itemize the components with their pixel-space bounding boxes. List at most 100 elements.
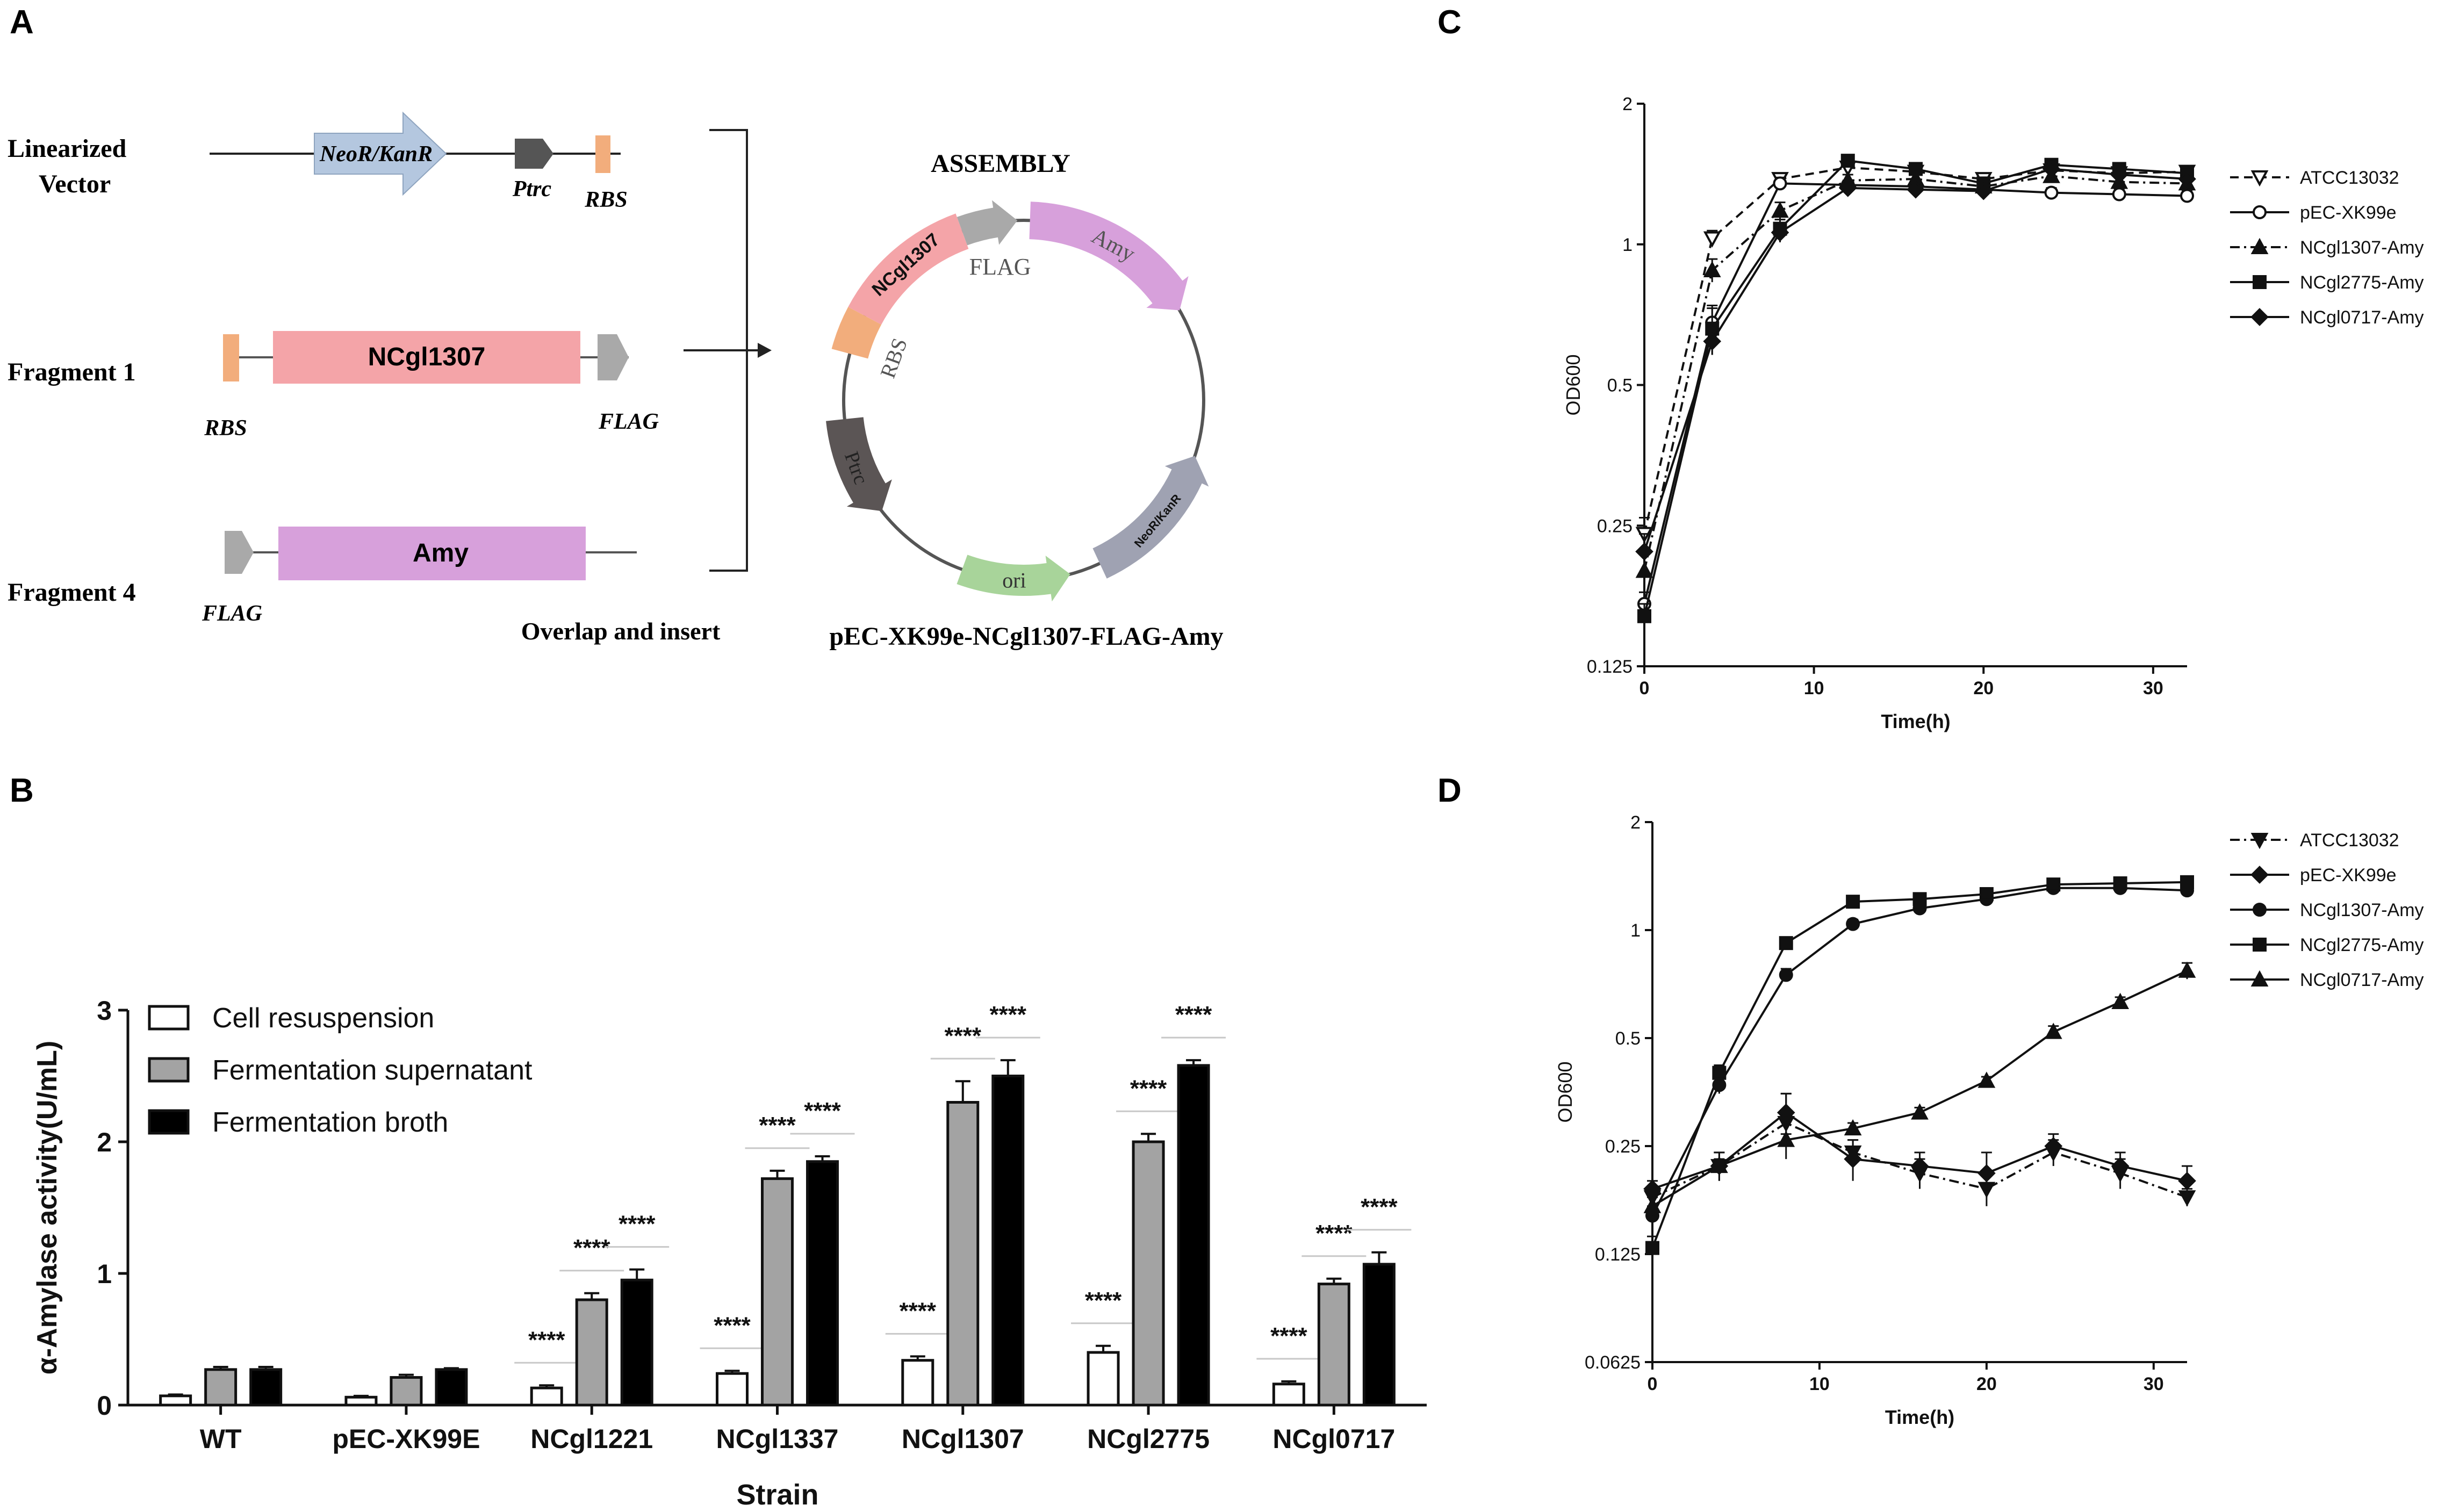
fragment4-gene-label: Amy [413,539,469,567]
data-point-ncgl0717-amy [1844,1119,1862,1136]
b-significance-label: **** [1085,1287,1122,1314]
y-tick-label: 0.125 [1595,1244,1641,1265]
x-tick-label: 0 [1639,678,1650,699]
b-y-tick-label: 2 [97,1127,112,1157]
data-point-ncgl2775-amy [1712,1065,1727,1080]
data-point-ncgl0717-amy [1907,180,1925,199]
data-point-ncgl0717-amy [2044,1023,2062,1039]
b-significance-label: **** [804,1098,841,1124]
data-point-pec-xk99e [2112,187,2126,201]
legend-label: NCgl0717-Amy [2300,970,2424,990]
y-tick-label: 0.25 [1605,1136,1641,1157]
y-tick-label: 0.25 [1597,516,1633,536]
legend-marker [2250,833,2269,849]
b-bar-fermentation-broth [435,1368,468,1407]
b-bar-cell-resuspension [159,1394,192,1407]
y-tick-label: 0.5 [1615,1028,1641,1049]
b-bar-fermentation-broth [806,1160,839,1407]
b-category-label: WT [200,1424,242,1454]
fragment1-ncgl1307 [273,331,580,384]
data-point-ncgl0717-amy [1710,1156,1728,1173]
fragment4-flag [225,531,254,574]
legend-marker [2250,970,2269,987]
y-tick-label: 0.5 [1607,376,1633,396]
x-tick-label: 20 [1973,678,1994,699]
fragment1-rbs [223,334,239,381]
ptrc-label: Ptrc [512,177,552,201]
x-tick-label: 0 [1648,1374,1658,1394]
legend-marker [2253,903,2267,917]
neo-kan-label: NeoR/KanR [319,142,433,167]
plasmid-amy [1029,201,1189,311]
plasmid-ptrc [826,417,892,512]
data-point-pec-xk99e [2180,189,2194,203]
data-point-ncgl0717-amy [2110,165,2128,184]
data-point-ncgl1307-amy [1703,261,1721,278]
b-bar-fermentation-broth [249,1368,283,1407]
x-tick-label: 30 [2143,678,2163,699]
y-tick-label: 2 [1630,812,1641,833]
b-significance-label: **** [1270,1323,1307,1349]
data-point-ncgl0717-amy [1838,179,1857,197]
b-y-tick-label: 3 [97,996,112,1026]
b-legend-label: Cell resuspension [212,1003,434,1034]
b-legend-label: Fermentation broth [212,1107,448,1138]
data-point-pec-xk99e [1977,1164,1996,1183]
panel-letter-c: C [1437,4,1462,41]
b-significance-label: **** [1361,1194,1398,1220]
b-legend-swatch [148,1109,190,1135]
vector-label-line2: Vector [39,170,111,198]
data-point-ncgl1307-amy [1779,968,1793,982]
legend-label: NCgl2775-Amy [2300,272,2424,293]
x-axis-label: Time(h) [1885,1406,1954,1428]
data-point-ncgl2775-amy [1779,936,1793,951]
b-bar-fermentation-supernatant [1132,1140,1165,1407]
y-tick-label: 2 [1622,94,1633,114]
data-point-ncgl0717-amy [2178,170,2196,188]
data-point-ncgl0717-amy [2111,992,2129,1009]
b-legend-swatch [148,1005,190,1031]
b-bar-fermentation-supernatant [946,1101,980,1407]
b-bar-fermentation-supernatant [1317,1283,1350,1407]
data-point-pec-xk99e [1844,1150,1862,1169]
data-point-ncgl2775-amy [1840,154,1855,168]
b-bar-cell-resuspension [1272,1383,1305,1407]
b-category-label: NCgl1307 [902,1424,1024,1454]
b-category-label: NCgl1337 [716,1424,839,1454]
data-point-ncgl0717-amy [1974,182,1993,200]
b-bar-cell-resuspension [1087,1351,1120,1407]
panel-letter-a: A [10,4,34,41]
b-bar-fermentation-broth [620,1278,653,1407]
plasmid-name: pEC-XK99e-NCgl1307-FLAG-Amy [829,622,1223,651]
data-point-pec-xk99e [2178,1171,2196,1190]
b-bar-cell-resuspension [901,1359,934,1407]
b-significance-label: **** [573,1235,610,1261]
data-point-ncgl2775-amy [1909,162,1923,176]
x-tick-label: 10 [1804,678,1824,699]
b-x-axis-label: Strain [736,1479,818,1511]
legend-label: pEC-XK99e [2300,865,2397,885]
b-legend-swatch [148,1057,190,1083]
data-point-ncgl0717-amy [1911,1103,1929,1120]
series-line-pec-xk99e [1643,182,2188,604]
legend-marker [2253,205,2267,219]
data-point-pec-xk99e [1777,1103,1795,1122]
vector-label-line1: Linearized [8,134,127,163]
panel-a: A Linearized Vector NeoR/KanR Ptrc RBS F… [8,4,1224,651]
panel-letter-b: B [10,772,34,809]
overlap-label: Overlap and insert [521,617,721,645]
x-tick-label: 10 [1809,1374,1830,1394]
b-bar-fermentation-broth [1362,1263,1396,1407]
plasmid-ncgl1307 [848,213,969,325]
b-bar-fermentation-broth [991,1075,1025,1407]
y-axis-label: OD600 [1554,1061,1576,1122]
b-y-axis-label: α-Amylase activity(U/mL) [32,1041,63,1375]
fragment4-label: Fragment 4 [8,578,136,607]
assembly-arrow-head [758,343,772,358]
data-point-ncgl0717-amy [2178,961,2196,978]
b-category-label: NCgl0717 [1272,1424,1395,1454]
b-significance-label: **** [1315,1220,1353,1247]
